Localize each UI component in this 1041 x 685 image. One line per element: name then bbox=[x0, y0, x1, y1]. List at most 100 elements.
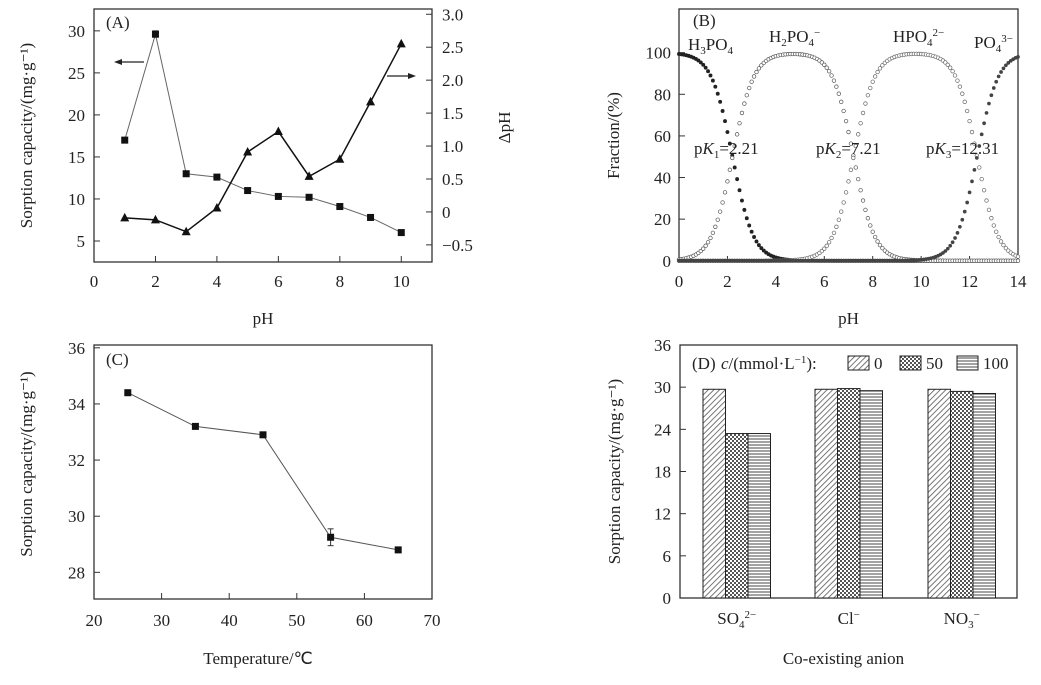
data-point bbox=[965, 108, 970, 114]
data-point bbox=[870, 79, 875, 84]
series-po4 bbox=[677, 55, 1020, 263]
y2-axis-label: ΔpH bbox=[495, 112, 514, 144]
data-point bbox=[996, 234, 1001, 240]
y-tick-label: 100 bbox=[646, 44, 672, 63]
series-h2po4 bbox=[676, 51, 1021, 263]
data-point-sorption bbox=[244, 187, 252, 195]
data-point bbox=[943, 249, 948, 253]
data-point bbox=[822, 246, 827, 251]
data-point bbox=[722, 190, 728, 195]
y-tick-label: 18 bbox=[654, 463, 671, 482]
data-point bbox=[982, 121, 986, 126]
data-point bbox=[759, 246, 764, 251]
data-point bbox=[761, 248, 766, 253]
data-point bbox=[824, 65, 829, 70]
data-point bbox=[989, 93, 994, 98]
data-point bbox=[955, 78, 960, 83]
data-point bbox=[752, 235, 757, 239]
legend-label: 50 bbox=[926, 354, 943, 373]
data-point bbox=[875, 239, 880, 244]
data-point bbox=[756, 66, 762, 71]
y-tick-label: 20 bbox=[68, 106, 85, 125]
data-point bbox=[965, 200, 970, 205]
data-point bbox=[950, 240, 955, 245]
data-point bbox=[713, 224, 718, 229]
pk1-label: pK1=2.21 bbox=[694, 139, 759, 161]
data-point bbox=[996, 74, 1001, 79]
legend-label: 100 bbox=[983, 354, 1009, 373]
y2-tick-label: 2.5 bbox=[442, 38, 463, 57]
data-point bbox=[977, 144, 982, 148]
x-axis-label: pH bbox=[838, 309, 859, 328]
data-point-delta-ph bbox=[304, 171, 314, 180]
y-axis-label: Fraction/(%) bbox=[604, 92, 623, 179]
data-point-sorption bbox=[336, 203, 344, 211]
y-tick-label: 12 bbox=[654, 505, 671, 524]
data-point bbox=[880, 63, 885, 68]
series-line-sorption bbox=[124, 34, 402, 234]
data-point bbox=[970, 179, 974, 184]
data-point bbox=[394, 546, 402, 554]
data-point bbox=[706, 69, 711, 74]
data-point bbox=[756, 243, 761, 248]
data-point bbox=[848, 141, 854, 146]
y-tick-label: 40 bbox=[654, 169, 671, 188]
panel-a: 0 2 4 6 8 10 5 10 15 20 25 30 −0.5 0 0.5 1.0 1.5 2.0 2.5 3.… bbox=[17, 5, 514, 328]
y-tick-label: 30 bbox=[654, 378, 671, 397]
data-point bbox=[327, 533, 335, 541]
y2-tick-label: −0.5 bbox=[442, 236, 473, 255]
y-tick-label: 20 bbox=[654, 210, 671, 229]
y2-tick-label: 3.0 bbox=[442, 5, 463, 24]
data-point bbox=[720, 109, 725, 113]
data-point bbox=[948, 65, 953, 70]
data-point bbox=[727, 141, 732, 146]
x-tick-label: 0 bbox=[90, 272, 99, 291]
data-point bbox=[960, 217, 965, 222]
data-point bbox=[962, 99, 967, 104]
data-point bbox=[124, 389, 132, 397]
panel-title: (A) bbox=[106, 13, 130, 32]
data-point bbox=[824, 243, 829, 248]
bar-0 bbox=[814, 388, 838, 599]
data-point bbox=[953, 236, 957, 240]
x-tick-label: 10 bbox=[393, 272, 410, 291]
y-tick-label: 24 bbox=[654, 420, 672, 439]
data-point bbox=[872, 234, 878, 240]
x-tick-label: 6 bbox=[274, 272, 283, 291]
panel-title: (C) bbox=[106, 350, 129, 369]
data-point-sorption bbox=[305, 193, 313, 201]
data-point bbox=[877, 66, 883, 71]
data-point-sorption bbox=[151, 30, 159, 38]
data-point bbox=[742, 101, 747, 106]
pk3-label: pK3=12.31 bbox=[926, 139, 999, 161]
x-tick-label: 2 bbox=[723, 272, 732, 291]
y-axis-label: Sorption capacity/(mg·g⁻¹) bbox=[17, 371, 36, 556]
data-point bbox=[989, 216, 994, 221]
data-point bbox=[974, 156, 979, 160]
data-point bbox=[979, 132, 984, 137]
data-point bbox=[725, 179, 730, 184]
bar-0 bbox=[927, 388, 951, 599]
y-tick-label: 15 bbox=[68, 148, 85, 167]
data-point bbox=[744, 93, 749, 98]
data-point bbox=[841, 200, 846, 205]
data-point bbox=[698, 60, 703, 65]
x-tick-label: 2 bbox=[151, 272, 160, 291]
data-point bbox=[836, 91, 841, 96]
data-point bbox=[839, 209, 844, 214]
x-tick-label: 60 bbox=[356, 611, 373, 630]
data-point bbox=[259, 431, 267, 439]
data-point bbox=[858, 188, 863, 193]
right-arrow-icon bbox=[408, 73, 416, 79]
data-point bbox=[843, 190, 849, 195]
data-point bbox=[696, 58, 701, 63]
data-point bbox=[868, 223, 873, 228]
data-point bbox=[846, 129, 851, 135]
data-point bbox=[1015, 254, 1021, 259]
data-point bbox=[843, 118, 849, 124]
y2-tick-label: 1.0 bbox=[442, 137, 463, 156]
data-point-sorption bbox=[274, 192, 282, 200]
data-point bbox=[720, 200, 725, 205]
y-tick-label: 5 bbox=[77, 232, 86, 251]
